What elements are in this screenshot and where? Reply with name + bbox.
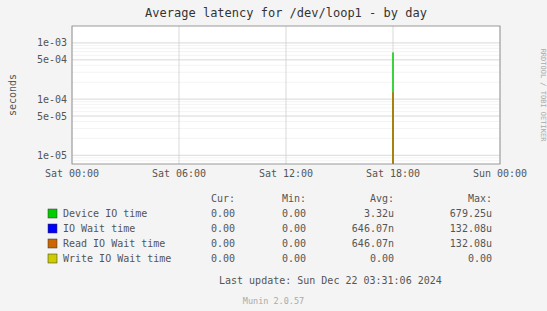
legend-swatch [48,209,57,218]
grid-line [179,26,180,164]
table-header: Avg: [370,193,394,204]
legend-swatch [48,254,57,263]
table-value: 646.07n [352,223,394,234]
marks [392,52,393,164]
y-tick-label: 1e-04 [37,94,67,105]
table-value: 0.00 [211,223,235,234]
chart: Average latency for /dev/loop1 - by day 1… [0,0,547,311]
table-value: 0.00 [282,253,306,264]
table-value: 0.00 [282,238,306,249]
x-tick-label: Sat 00:00 [45,168,99,179]
legend-label: IO Wait time [63,223,135,234]
table-value: 0.00 [468,253,492,264]
grid-line [393,26,394,164]
x-tick-label: Sat 12:00 [259,168,313,179]
y-tick-label: 1e-03 [37,37,67,48]
legend-swatch [48,239,57,248]
x-tick-label: Sat 18:00 [366,168,420,179]
plot-background [72,26,500,164]
table-value: 132.08u [450,223,492,234]
title: Average latency for /dev/loop1 - by day [145,6,427,20]
table-value: 0.00 [211,253,235,264]
y-tick-label: 1e-05 [37,150,67,161]
table-value: 0.00 [211,238,235,249]
bar [392,52,393,164]
table-header: Max: [468,193,492,204]
y-tick-label: 5e-04 [37,54,67,65]
grid-line [286,26,287,164]
table-value: 0.00 [211,208,235,219]
x-tick-label: Sun 00:00 [473,168,527,179]
legend-label: Read IO Wait time [63,238,165,249]
plot-frame [72,26,500,164]
watermark: RRDTOOL / TOBI OETIKER [539,49,547,143]
bar [392,92,393,164]
version: Munin 2.0.57 [243,296,304,306]
table-value: 3.32u [364,208,394,219]
table-value: 0.00 [282,223,306,234]
legend-label: Device IO time [63,208,147,219]
y-axis-label: seconds [7,74,18,116]
last-update: Last update: Sun Dec 22 03:31:06 2024 [219,275,442,286]
legend-swatch [48,224,57,233]
table-header: Min: [282,193,306,204]
table-value: 0.00 [370,253,394,264]
y-tick-label: 5e-05 [37,111,67,122]
x-tick-label: Sat 06:00 [152,168,206,179]
table-value: 679.25u [450,208,492,219]
grid [72,26,500,164]
table-value: 0.00 [282,208,306,219]
table-value: 646.07n [352,238,394,249]
table-header: Cur: [211,193,235,204]
table-value: 132.08u [450,238,492,249]
legend-label: Write IO Wait time [63,253,171,264]
